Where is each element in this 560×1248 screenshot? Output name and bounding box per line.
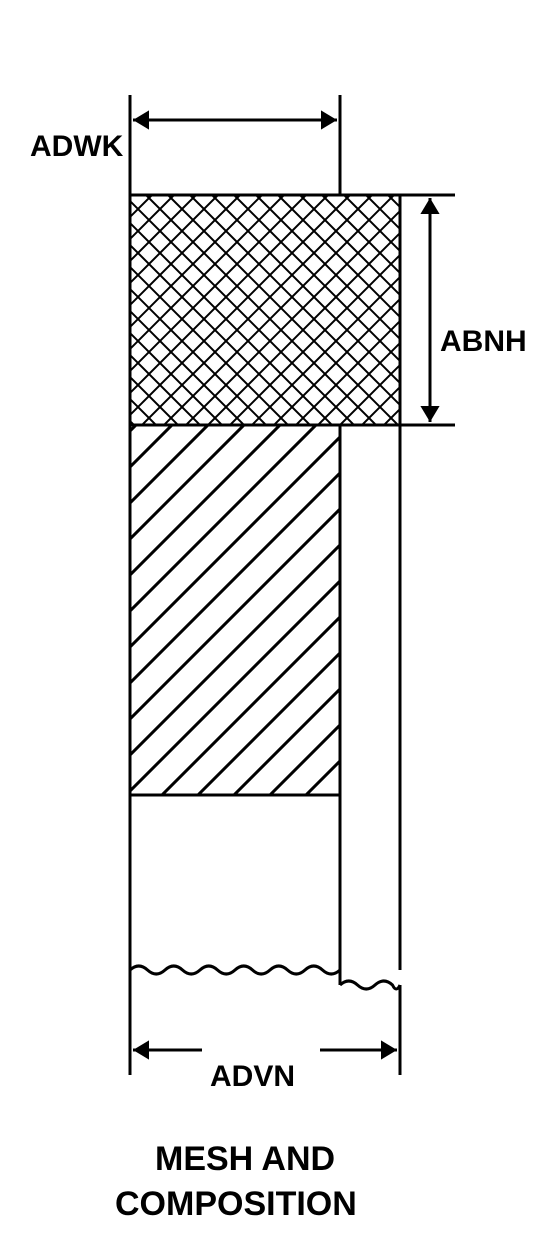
- title-line-1: MESH AND: [155, 1140, 335, 1179]
- label-advn: ADVN: [210, 1060, 295, 1094]
- label-abnh: ABNH: [440, 325, 527, 359]
- title-line-2: COMPOSITION: [115, 1185, 357, 1224]
- label-adwk: ADWK: [30, 130, 123, 164]
